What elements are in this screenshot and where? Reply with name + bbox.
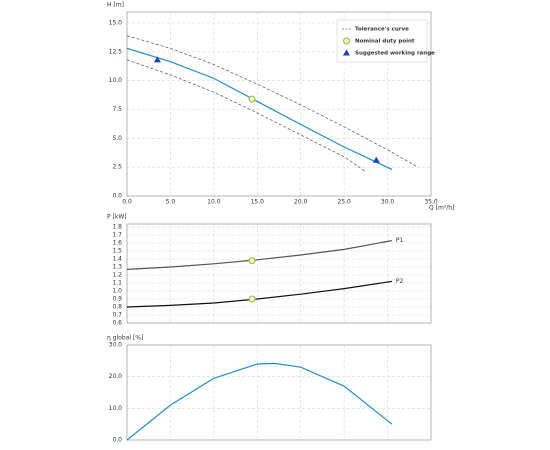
curve-label: P1 <box>396 237 404 244</box>
working-range-point <box>372 156 380 163</box>
y-tick-label: 1.1 <box>112 280 122 287</box>
y-tick-label: 0.9 <box>112 296 122 303</box>
y-tick-label: 0.6 <box>112 320 122 327</box>
y-tick-label: 0.0 <box>112 193 122 200</box>
y-tick-label: 1.2 <box>112 272 122 279</box>
x-axis-label: Q [m³/h] <box>429 205 454 212</box>
y-tick-label: 1.3 <box>112 264 122 271</box>
y-tick-label: 12.5 <box>109 48 123 55</box>
y-axis-label: P [kW] <box>107 214 127 221</box>
working-range-point <box>153 56 161 63</box>
tolerance-curve <box>126 35 419 168</box>
y-tick-label: 0.0 <box>112 437 122 444</box>
y-tick-label: 1.6 <box>112 240 122 247</box>
tolerance-curve <box>126 59 367 173</box>
y-tick-label: 0.7 <box>112 312 122 319</box>
curve <box>126 47 393 171</box>
y-tick-label: 1.8 <box>112 224 122 231</box>
legend-swatch <box>343 37 350 45</box>
curve-label: P2 <box>396 278 404 285</box>
y-tick-label: 1.0 <box>112 288 122 295</box>
legend-label: Nominal duty point <box>355 39 415 45</box>
y-tick-label: 1.4 <box>112 256 122 263</box>
curve <box>126 240 393 270</box>
plot-frame <box>126 344 432 441</box>
legend-label: Tolerance's curve <box>355 27 409 33</box>
y-tick-label: 20.0 <box>109 373 123 380</box>
y-axis-label: η global [%] <box>107 335 143 342</box>
plot-frame <box>126 223 432 324</box>
x-tick-label: 25.0 <box>337 199 351 206</box>
curve <box>126 362 393 441</box>
y-axis-label: H [m] <box>107 2 124 9</box>
plot-frame <box>126 11 432 197</box>
legend-box <box>336 19 428 63</box>
legend-swatch <box>343 49 350 56</box>
duty-point <box>248 257 256 265</box>
x-tick-label: 20.0 <box>294 199 308 206</box>
y-tick-label: 10.0 <box>109 77 123 84</box>
x-tick-label: 30.0 <box>381 199 395 206</box>
x-tick-label: 35.0 <box>424 199 438 206</box>
y-tick-label: 0.8 <box>112 304 122 311</box>
x-tick-label: 5.0 <box>166 199 176 206</box>
y-tick-label: 5.0 <box>112 135 122 142</box>
duty-point <box>248 95 256 103</box>
y-tick-label: 2.5 <box>112 164 122 171</box>
y-tick-label: 30.0 <box>109 342 123 349</box>
x-tick-label: 15.0 <box>251 199 265 206</box>
duty-point <box>248 295 256 303</box>
y-tick-label: 1.7 <box>112 232 122 239</box>
x-tick-label: 10.0 <box>207 199 221 206</box>
y-tick-label: 7.5 <box>112 106 122 113</box>
y-tick-label: 10.0 <box>109 405 123 412</box>
y-tick-label: 15.0 <box>109 20 123 27</box>
curve <box>126 280 393 308</box>
legend-label: Suggested working range <box>355 51 435 57</box>
x-tick-label: 0.0 <box>122 199 132 206</box>
y-tick-label: 1.5 <box>112 248 122 255</box>
